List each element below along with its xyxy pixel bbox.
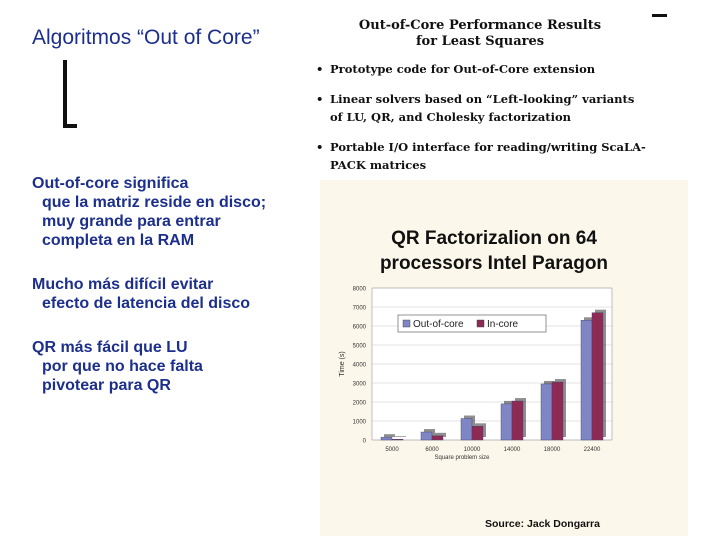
paper-bullet-line: PACK matrices [330, 158, 427, 172]
y-axis-label: Time (s) [339, 351, 346, 376]
bar [500, 403, 513, 441]
qr-bar-chart: 0 1000 2000 3000 4000 5000 6000 7000 8000 5000 600… [339, 287, 613, 461]
bar [391, 439, 404, 441]
paper-bullet-line: Linear solvers based on “Left-looking” v… [330, 92, 635, 106]
chart-title-line-1: QR Factorizalion on 64 [391, 228, 597, 249]
paragraph-line: completa en la RAM [42, 232, 195, 249]
paragraph-line: Mucho más difícil evitar [32, 276, 214, 293]
bullet-dot-icon: • [316, 140, 324, 154]
legend-swatch [402, 319, 411, 328]
paper-bullet-line: Prototype code for Out-of-Core extension [330, 62, 596, 76]
bar [431, 435, 444, 441]
bullet-dot-icon: • [316, 92, 324, 106]
y-tick-label: 1000 [353, 420, 367, 426]
legend-label: Out-of-core [413, 319, 464, 330]
bar [471, 426, 484, 441]
paper-title: Out-of-Core Performance Results for Leas… [330, 18, 630, 50]
bar [551, 381, 564, 441]
chart-title-line-2: processors Intel Paragon [379, 253, 609, 274]
bar [540, 383, 553, 441]
paragraph: Mucho más difícil evitar efecto de laten… [32, 275, 312, 313]
paragraph-line: efecto de latencia del disco [42, 295, 251, 312]
x-tick-label: 10000 [464, 447, 481, 453]
y-tick-label: 3000 [353, 382, 367, 388]
bullet-dot-icon: • [316, 62, 324, 76]
x-tick-label: 6000 [425, 447, 439, 453]
slide-title: Algoritmos “Out of Core” [32, 26, 260, 49]
paragraph-line: muy grande para entrar [42, 213, 221, 230]
paragraph-line: que la matriz reside en disco; [42, 194, 267, 211]
paper-bullet: • Portable I/O interface for reading/wri… [316, 138, 696, 174]
bar [591, 312, 604, 441]
decorative-vertical-bar [63, 60, 67, 128]
paragraph: QR más fácil que LU por que no hace falt… [32, 338, 312, 395]
paper-title-line-2: for Least Squares [415, 34, 545, 49]
bar [460, 418, 473, 441]
x-tick-label: 14000 [504, 447, 521, 453]
y-tick-label: 5000 [353, 344, 367, 350]
y-tick-label: 2000 [353, 401, 367, 407]
bar-shadow [384, 434, 395, 437]
paper-bullet-list: • Prototype code for Out-of-Core extensi… [316, 60, 696, 186]
legend-box [397, 314, 547, 333]
paper-title-line-1: Out-of-Core Performance Results [358, 18, 602, 33]
x-tick-label: 18000 [544, 447, 561, 453]
decorative-horizontal-bar [63, 124, 77, 128]
x-axis-label: Square problem size [434, 455, 490, 461]
paragraph-line: Out-of-core significa [32, 175, 189, 192]
paper-bullet-line: of LU, QR, and Cholesky factorization [330, 110, 572, 124]
legend-label: In-core [487, 319, 519, 330]
y-tick-label: 0 [363, 439, 367, 445]
left-text-column: Out-of-core significa que la matriz resi… [32, 174, 312, 420]
y-tick-label: 4000 [353, 363, 367, 369]
y-tick-label: 6000 [353, 325, 367, 331]
bar [420, 431, 433, 441]
legend-swatch [476, 319, 485, 328]
bar-shadow [435, 432, 446, 437]
paper-bullet-line: Portable I/O interface for reading/writi… [330, 140, 646, 154]
chart-title: QR Factorizalion on 64 processors Intel … [320, 226, 668, 276]
source-credit: Source: Jack Dongarra [485, 518, 600, 530]
x-tick-label: 22400 [584, 447, 601, 453]
bar-shadow [395, 436, 406, 437]
x-tick-label: 5000 [385, 447, 399, 453]
chart-panel: QR Factorizalion on 64 processors Intel … [320, 180, 688, 536]
paragraph-line: por que no hace falta [42, 358, 203, 375]
paragraph-line: QR más fácil que LU [32, 339, 188, 356]
paper-bullet: • Prototype code for Out-of-Core extensi… [316, 60, 696, 78]
paragraph: Out-of-core significa que la matriz resi… [32, 174, 312, 250]
paper-bullet: • Linear solvers based on “Left-looking”… [316, 90, 696, 126]
bar [380, 436, 393, 441]
paragraph-line: pivotear para QR [42, 377, 171, 394]
y-tick-label: 8000 [353, 287, 367, 293]
corner-mark [652, 14, 667, 17]
y-tick-label: 7000 [353, 306, 367, 312]
bar [580, 320, 593, 441]
bar [511, 400, 524, 441]
